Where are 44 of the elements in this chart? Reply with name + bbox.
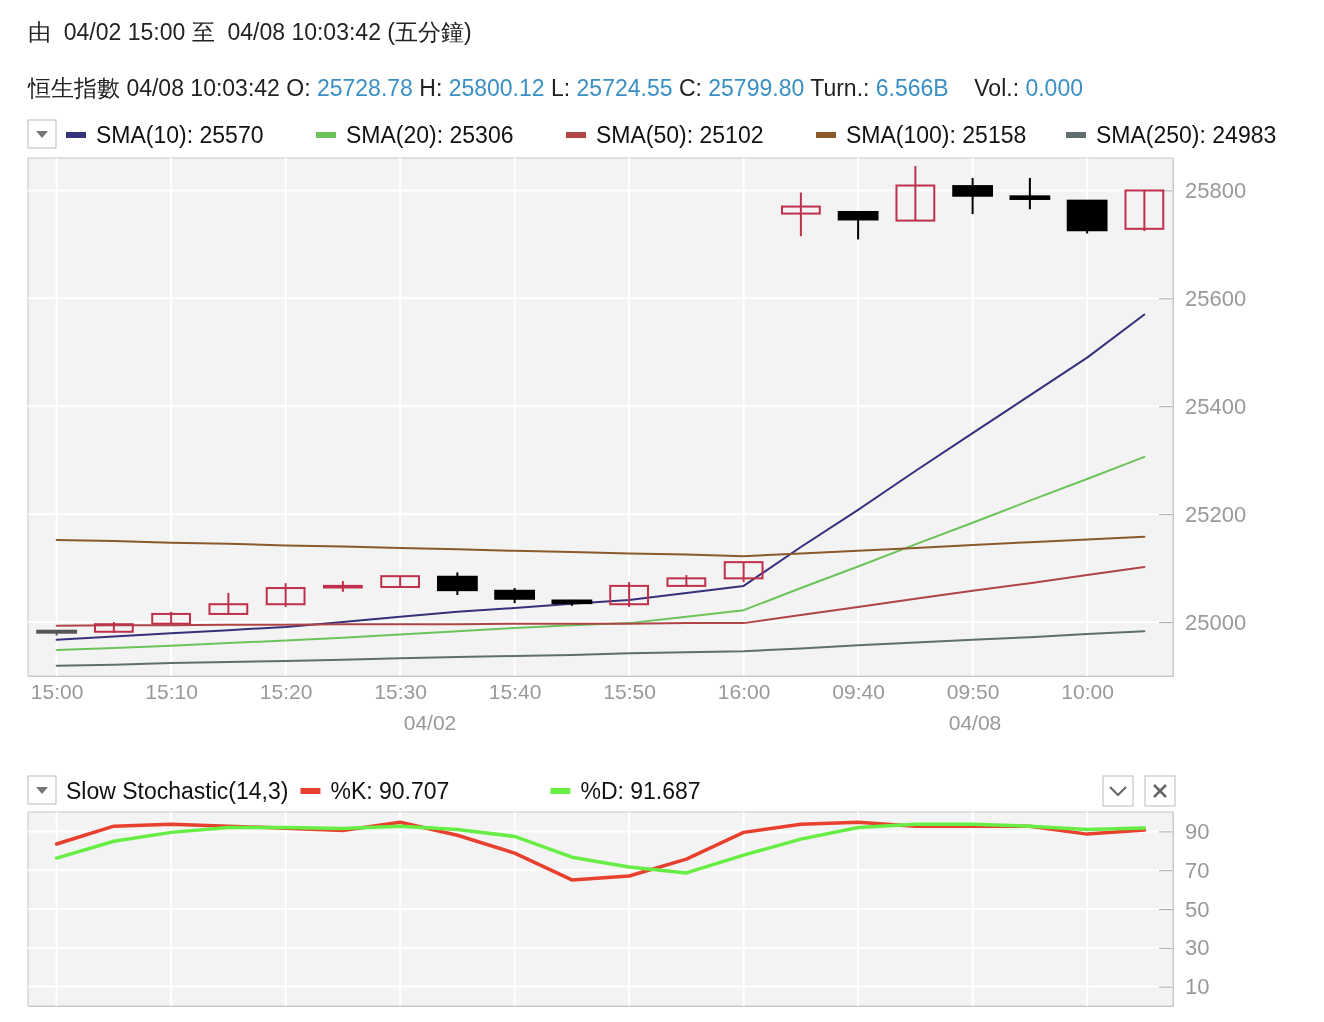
y-tick-label: 30 — [1185, 935, 1210, 961]
y-tick-label: 25800 — [1185, 177, 1247, 203]
x-tick-label: 16:00 — [717, 679, 771, 703]
candlestick — [208, 591, 249, 615]
x-tick-label: 15:00 — [30, 679, 84, 703]
legend-label: SMA(50): 25102 — [596, 122, 764, 148]
chart-title: 由 04/02 15:00 至 04/08 10:03:42 (五分鐘) — [28, 19, 472, 45]
y-tick-label: 10 — [1185, 974, 1210, 1000]
y-tick-label: 25200 — [1185, 501, 1247, 527]
text: 04/08 — [948, 711, 1002, 734]
line-series — [55, 566, 1146, 627]
line-series — [55, 630, 1146, 667]
x-tick-label: 15:30 — [374, 679, 427, 703]
line-series — [55, 535, 1146, 558]
x-tick-label: 09:50 — [946, 679, 1000, 703]
text: 恒生指數 04/08 10:03:42 O: 25728.78 H: 25800.12 L: 25724.55 C: 25799.80 Turn.: 6.566B Vol.: 0.000 — [28, 75, 1083, 101]
line-series — [55, 455, 1146, 652]
candlestick — [723, 561, 764, 584]
y-tick-label: 70 — [1185, 857, 1210, 883]
text: 04/02 — [403, 711, 457, 734]
legend-label: %K: 90.707 — [330, 778, 450, 804]
x-tick-label: 09:40 — [832, 679, 885, 703]
x-tick-label: 15:20 — [259, 679, 313, 703]
y-tick-label: 90 — [1185, 818, 1210, 844]
x-tick-label: 10:00 — [1061, 679, 1114, 703]
y-tick-label: 25000 — [1185, 609, 1247, 635]
candlestick — [895, 165, 936, 222]
legend-label: SMA(10): 25570 — [96, 122, 264, 148]
legend-title: Slow Stochastic(14,3) — [66, 778, 289, 804]
candlestick — [265, 582, 306, 608]
x-tick-label: 15:10 — [145, 679, 198, 703]
candlestick — [609, 581, 650, 608]
candlestick — [1009, 176, 1051, 211]
x-tick-label: 15:40 — [488, 679, 542, 703]
y-tick-label: 50 — [1185, 896, 1210, 922]
legend-label: SMA(20): 25306 — [346, 122, 514, 148]
legend-label: SMA(250): 24983 — [1096, 122, 1277, 148]
legend-label: SMA(100): 25158 — [846, 122, 1027, 148]
y-tick-label: 25400 — [1185, 393, 1247, 419]
y-tick-label: 25600 — [1185, 285, 1247, 311]
x-tick-label: 15:50 — [603, 679, 656, 703]
line-series — [55, 313, 1146, 641]
legend-label: %D: 91.687 — [580, 778, 701, 804]
candlestick — [780, 191, 821, 238]
